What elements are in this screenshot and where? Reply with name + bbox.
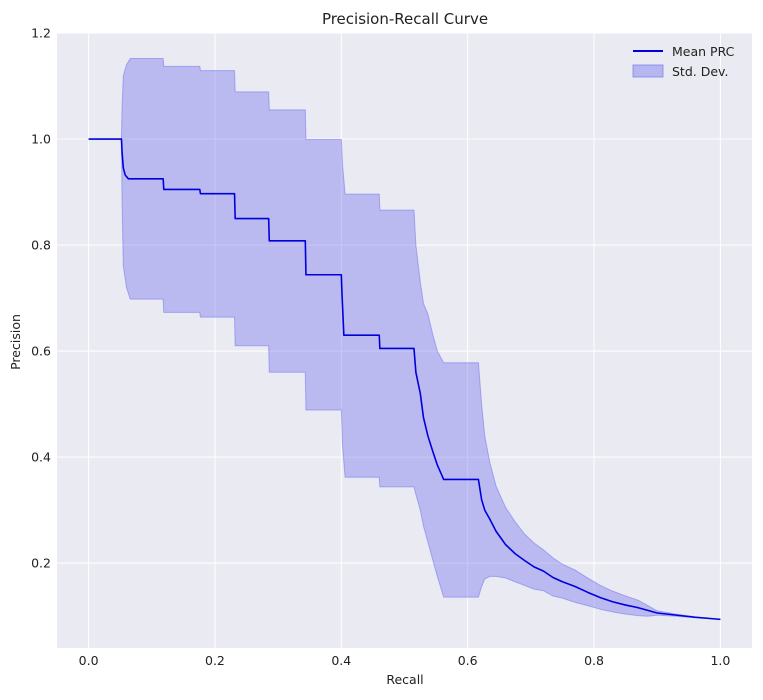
y-tick-label: 1.0 [31,132,51,147]
legend-label-mean-prc: Mean PRC [672,44,735,59]
y-axis-label: Precision [8,314,23,370]
y-tick-label: 0.6 [31,344,51,359]
x-tick-label: 0.4 [331,653,351,668]
y-tick-labels: 0.2 0.4 0.6 0.8 1.0 1.2 [31,26,51,571]
x-tick-label: 1.0 [710,653,730,668]
mean-prc-line [88,138,721,621]
y-tick-label: 1.2 [31,26,51,41]
x-tick-labels: 0.0 0.2 0.4 0.6 0.8 1.0 [79,653,731,668]
mean-prc-line-layer [88,138,721,621]
x-tick-label: 0.8 [584,653,604,668]
legend: Mean PRC Std. Dev. [632,44,735,79]
x-tick-label: 0.2 [205,653,225,668]
y-tick-label: 0.4 [31,450,51,465]
x-axis-label: Recall [386,672,423,687]
y-tick-label: 0.8 [31,238,51,253]
legend-label-std-dev: Std. Dev. [672,64,728,79]
plot-area [57,33,752,648]
x-tick-label: 0.6 [458,653,478,668]
chart-title: Precision-Recall Curve [322,10,488,28]
x-tick-label: 0.0 [79,653,99,668]
grid [57,32,752,648]
y-tick-label: 0.2 [31,556,51,571]
legend-swatch-std-dev [632,64,664,78]
